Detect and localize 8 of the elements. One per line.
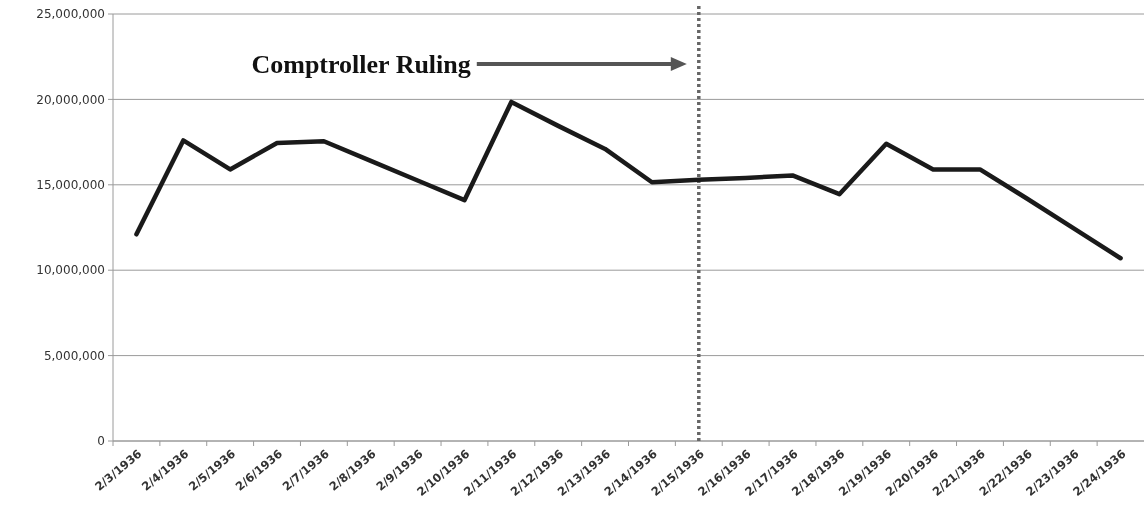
y-tick-label: 15,000,000 (36, 178, 105, 192)
y-tick-label: 25,000,000 (36, 7, 105, 22)
annotation: Comptroller Ruling (251, 50, 471, 80)
line-series (134, 99, 1123, 261)
y-tick-label: 5,000,000 (43, 348, 105, 363)
y-tick-label: 10,000,000 (36, 263, 105, 278)
y-tick-label: 0 (97, 434, 105, 449)
y-tick-label: 20,000,000 (36, 92, 105, 107)
